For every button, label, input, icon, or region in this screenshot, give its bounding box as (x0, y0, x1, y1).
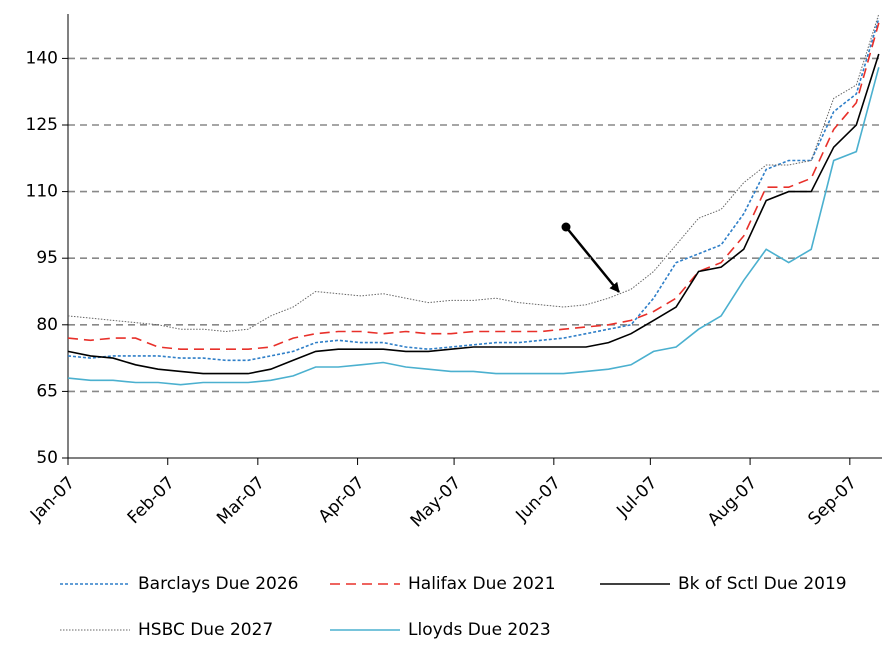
series-line (67, 53, 880, 375)
series-line (67, 13, 880, 333)
x-tick-label: Jun-07 (512, 473, 565, 526)
legend-label: Halifax Due 2021 (408, 574, 556, 594)
series-line (67, 67, 880, 386)
x-tick-label: Aug-07 (704, 473, 761, 530)
legend-label: Bk of Sctl Due 2019 (678, 574, 847, 594)
legend-label: HSBC Due 2027 (138, 620, 273, 640)
annotation-dot (561, 222, 571, 232)
x-tick-label: Mar-07 (213, 473, 269, 529)
series-line (67, 22, 880, 350)
x-tick-label: Jan-07 (26, 473, 79, 526)
y-tick-label: 65 (36, 381, 58, 401)
x-tick-label: May-07 (407, 473, 465, 531)
x-tick-label: Sep-07 (804, 473, 860, 529)
series-line (67, 18, 880, 362)
y-tick-label: 110 (26, 182, 58, 202)
y-tick-label: 50 (36, 448, 58, 468)
x-tick-label: Apr-07 (315, 473, 369, 527)
x-tick-label: Jul-07 (612, 473, 661, 522)
legend-label: Barclays Due 2026 (138, 574, 299, 594)
y-tick-label: 125 (26, 115, 58, 135)
annotation-arrow (565, 226, 620, 293)
x-tick-label: Feb-07 (124, 473, 179, 528)
y-tick-label: 140 (26, 48, 58, 68)
legend-label: Lloyds Due 2023 (408, 620, 551, 640)
y-tick-label: 80 (36, 315, 58, 335)
y-tick-label: 95 (36, 248, 58, 268)
